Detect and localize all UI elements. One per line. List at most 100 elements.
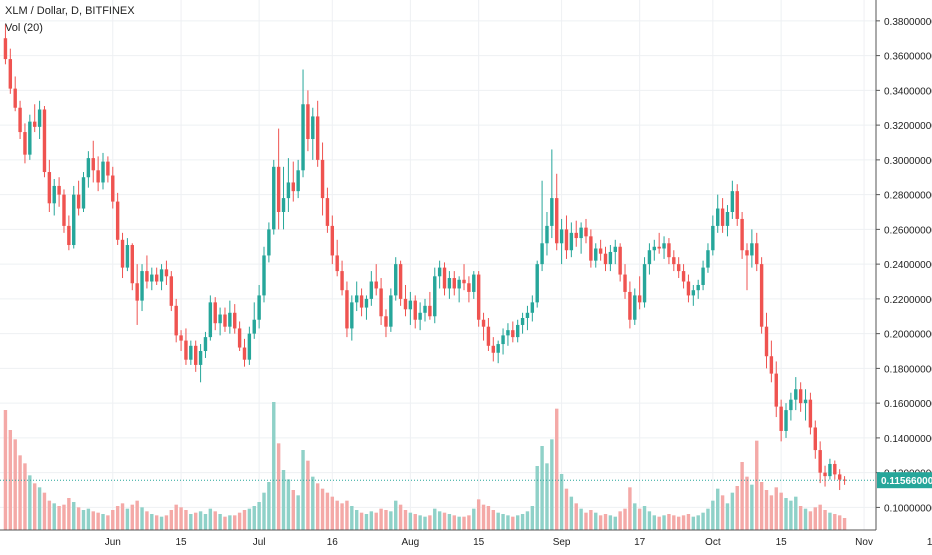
candle: [476, 271, 481, 327]
candle: [33, 104, 37, 133]
candle: [335, 239, 339, 277]
candle: [496, 340, 500, 364]
candle: [813, 420, 817, 459]
x-tick-label: Jun: [105, 537, 121, 548]
candle-body: [203, 337, 208, 352]
candle-body: [794, 389, 798, 400]
candle: [28, 114, 32, 160]
volume-bar: [418, 515, 422, 530]
candle: [428, 291, 432, 320]
volume-bar: [472, 508, 476, 530]
volume-bar: [228, 515, 232, 530]
y-tick-label: 0.26000000: [884, 225, 932, 236]
candle: [13, 76, 17, 112]
candle: [603, 246, 608, 272]
candle-body: [193, 345, 198, 365]
candle-body: [584, 227, 588, 237]
candle: [3, 24, 8, 65]
candle: [81, 172, 86, 212]
volume-bar: [740, 462, 744, 530]
volume-bar: [842, 518, 847, 530]
candle: [301, 69, 305, 178]
candle: [23, 123, 27, 164]
candle-body: [96, 170, 100, 183]
volume-bar: [8, 430, 13, 530]
candle: [96, 156, 100, 192]
candle-body: [272, 166, 276, 230]
candle: [296, 159, 300, 199]
candle: [86, 151, 91, 188]
candle: [774, 361, 778, 418]
volume-bar: [320, 488, 325, 530]
volume-bar: [755, 440, 759, 530]
volume-bar: [37, 487, 42, 530]
volume-bar: [154, 515, 159, 530]
candle: [340, 260, 344, 296]
x-tick-label: 15: [927, 537, 932, 548]
volume-bar: [837, 515, 842, 530]
candle: [457, 276, 461, 303]
candle-body: [150, 274, 154, 282]
candle-body: [242, 347, 247, 360]
volume-bar: [291, 490, 295, 530]
volume-bar: [681, 515, 686, 530]
candle-body: [823, 472, 827, 477]
volume-bar: [496, 512, 500, 530]
candle-body: [306, 104, 310, 140]
candle: [140, 264, 144, 312]
candle: [311, 107, 315, 160]
candle: [72, 185, 76, 249]
candle: [135, 264, 139, 325]
candle: [803, 389, 808, 421]
candle-body: [3, 38, 8, 60]
volume-bar: [808, 511, 813, 530]
candle: [618, 243, 622, 282]
candle: [267, 222, 271, 263]
candle: [686, 274, 691, 303]
candle: [389, 288, 393, 332]
candle-body: [8, 59, 13, 89]
volume-bar: [691, 516, 696, 530]
candle: [111, 166, 115, 209]
volume-bar: [545, 463, 549, 530]
candle: [384, 309, 388, 338]
candle-body: [837, 474, 842, 480]
candle: [403, 284, 408, 317]
candle-body: [447, 278, 452, 289]
candle-body: [42, 109, 47, 173]
volume-bar: [706, 508, 710, 530]
volume-bar: [623, 508, 627, 530]
candle-body: [101, 161, 105, 183]
volume-bar: [667, 514, 671, 530]
candle-body: [818, 450, 822, 473]
candle-body: [720, 208, 725, 226]
candle-body: [76, 194, 81, 209]
volume-bar: [62, 504, 66, 530]
candle: [467, 276, 471, 303]
volume-bar: [447, 514, 452, 530]
candle: [608, 245, 613, 272]
candle: [62, 189, 66, 233]
candle-body: [667, 243, 671, 258]
candle: [189, 340, 193, 365]
y-tick-label: 0.22000000: [884, 295, 932, 306]
volume-bar: [637, 508, 642, 530]
candle-body: [828, 463, 832, 477]
volume-bar: [452, 515, 456, 530]
candle-body: [515, 324, 520, 338]
candle-body: [750, 243, 754, 256]
volume-bar: [769, 495, 774, 530]
y-tick-label: 0.38000000: [884, 17, 932, 28]
candle-body: [374, 281, 378, 289]
candle-body: [457, 279, 461, 289]
candle: [42, 106, 47, 178]
volume-bar: [106, 515, 110, 530]
volume-bar: [101, 514, 105, 530]
candle-body: [706, 250, 710, 268]
candle: [789, 392, 793, 421]
candle-body: [594, 248, 598, 261]
candle: [447, 271, 452, 299]
candle: [716, 194, 720, 233]
volume-bar: [218, 514, 222, 530]
